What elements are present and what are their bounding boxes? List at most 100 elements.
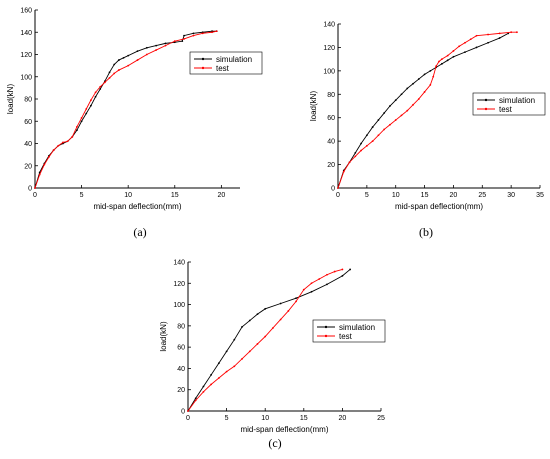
data-point-test <box>389 123 391 126</box>
data-point-test <box>412 103 414 106</box>
x-tick-label: 0 <box>33 192 37 199</box>
chart-panel-3: 0 5 10 15 20 25 0 20 40 60 80 100 120 140 mid-span def… <box>159 260 386 450</box>
data-point-test <box>342 170 345 173</box>
data-point-simulation <box>440 62 443 65</box>
data-point-simulation <box>365 134 368 137</box>
data-point-simulation <box>354 151 357 154</box>
legend-marker-simulation <box>484 98 488 102</box>
data-point-test <box>302 288 305 291</box>
data-point-test <box>48 155 50 158</box>
data-point-test <box>279 318 282 321</box>
data-point-test <box>446 54 449 57</box>
data-point-simulation <box>377 119 380 121</box>
data-point-test <box>333 270 336 273</box>
y-tick-label: 40 <box>24 141 32 148</box>
data-point-test <box>94 91 97 94</box>
data-point-simulation <box>360 142 362 145</box>
data-point-test <box>394 119 397 121</box>
data-point-simulation <box>446 59 449 62</box>
y-axis-title: load(kN) <box>6 84 15 115</box>
data-point-simulation <box>210 373 213 376</box>
x-tick-label: 35 <box>536 192 544 199</box>
series-line-test <box>34 30 217 189</box>
panel-label: (c) <box>268 436 281 450</box>
data-point-simulation <box>164 42 167 45</box>
data-point-test <box>400 114 403 117</box>
data-point-test <box>487 33 489 36</box>
legend-marker-test <box>201 66 205 70</box>
data-point-test <box>406 109 409 112</box>
data-point-simulation <box>264 307 267 310</box>
x-tick-label: 5 <box>225 415 229 422</box>
y-tick-label: 60 <box>327 115 335 122</box>
data-point-test <box>354 155 357 158</box>
data-point-simulation <box>341 274 344 277</box>
y-tick-label: 0 <box>28 186 32 193</box>
x-tick-label: 30 <box>507 192 515 199</box>
y-tick-label: 40 <box>177 366 185 373</box>
y-tick-label: 80 <box>24 97 32 104</box>
data-point-test <box>233 365 236 368</box>
y-tick-label: 80 <box>327 92 335 99</box>
series-line-simulation <box>34 30 217 189</box>
data-point-test <box>341 268 344 271</box>
data-point-simulation <box>423 73 426 76</box>
data-point-test <box>248 350 251 353</box>
legend-label-simulation: simulation <box>499 96 535 105</box>
data-point-simulation <box>400 93 403 96</box>
data-point-test <box>225 370 228 373</box>
data-point-simulation <box>90 104 92 107</box>
data-point-test <box>458 45 461 48</box>
x-tick-label: 10 <box>124 192 132 199</box>
data-point-test <box>295 300 297 303</box>
legend-label-simulation: simulation <box>339 323 375 332</box>
y-tick-label: 40 <box>327 139 335 146</box>
data-point-test <box>164 44 167 47</box>
data-point-simulation <box>256 313 259 316</box>
data-point-simulation <box>295 297 297 300</box>
data-point-test <box>215 30 218 33</box>
data-point-simulation <box>202 385 205 388</box>
data-point-test <box>287 310 290 312</box>
data-point-simulation <box>183 34 185 37</box>
data-point-simulation <box>452 55 455 58</box>
y-tick-label: 120 <box>323 45 335 52</box>
data-point-simulation <box>389 105 391 107</box>
data-point-test <box>475 34 478 37</box>
data-point-test <box>192 34 195 37</box>
data-point-simulation <box>145 46 148 49</box>
series-line-simulation <box>337 32 509 189</box>
data-point-test <box>62 141 64 144</box>
data-point-test <box>90 99 92 102</box>
data-point-simulation <box>498 37 501 39</box>
data-point-test <box>202 390 205 393</box>
data-point-test <box>318 278 321 280</box>
data-point-test <box>264 335 267 338</box>
data-point-test <box>440 58 443 61</box>
y-tick-label: 100 <box>323 68 335 75</box>
data-point-test <box>34 187 36 189</box>
data-point-test <box>272 327 274 329</box>
x-axis-title: mid-span deflection(mm) <box>395 202 483 211</box>
data-point-test <box>360 149 362 152</box>
x-tick-label: 0 <box>186 415 190 422</box>
data-point-simulation <box>108 71 111 74</box>
data-point-test <box>194 399 197 402</box>
y-tick-label: 140 <box>20 30 32 37</box>
data-point-test <box>256 343 259 345</box>
data-point-test <box>510 31 513 34</box>
data-point-test <box>371 140 374 143</box>
data-point-test <box>211 31 213 34</box>
data-point-test <box>516 31 518 34</box>
data-point-test <box>423 91 426 93</box>
data-point-test <box>76 125 78 128</box>
data-point-simulation <box>233 338 236 341</box>
data-point-simulation <box>122 56 125 59</box>
legend-marker-simulation <box>201 57 205 61</box>
data-point-simulation <box>127 54 130 57</box>
y-tick-label: 160 <box>20 8 32 15</box>
data-point-test <box>241 357 243 360</box>
data-point-test <box>57 144 60 147</box>
x-axis-title: mid-span deflection(mm) <box>240 425 328 434</box>
